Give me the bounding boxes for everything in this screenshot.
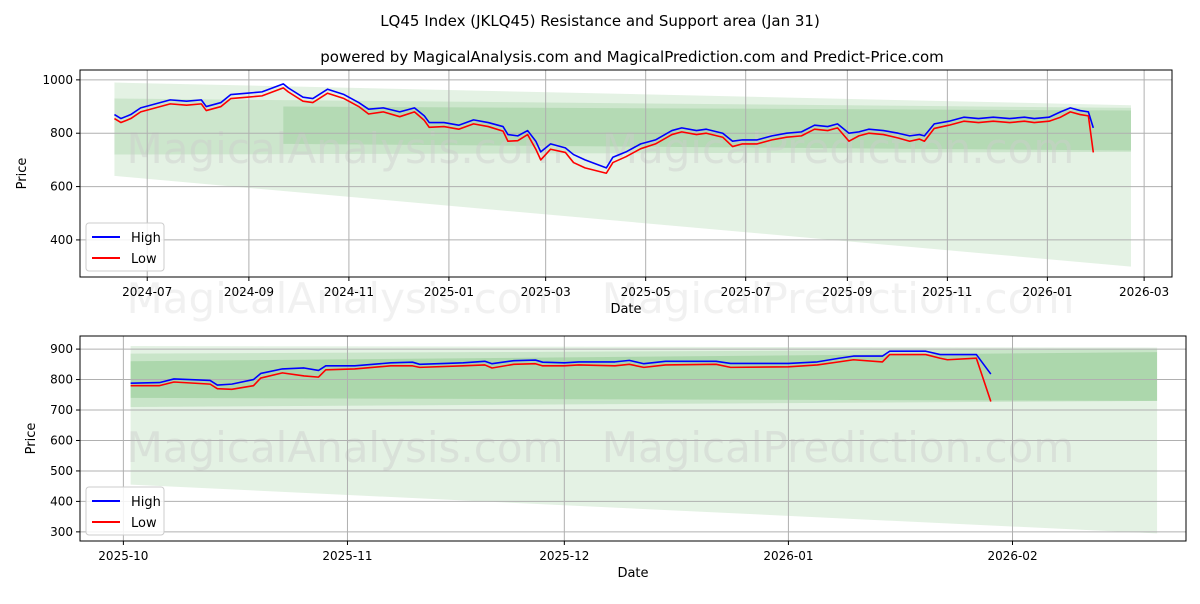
legend-label-low: Low bbox=[131, 516, 157, 531]
legend-label-high: High bbox=[131, 495, 161, 510]
series-line-high bbox=[130, 350, 992, 386]
x-tick-label: 2026-01 bbox=[763, 549, 813, 563]
series-line-high bbox=[114, 83, 1095, 169]
support-resistance-band bbox=[114, 98, 1132, 155]
series-line-low bbox=[114, 87, 1095, 175]
y-tick-label: 800 bbox=[50, 373, 73, 387]
y-tick-label: 1000 bbox=[42, 73, 73, 87]
x-axis-label: Date bbox=[617, 566, 648, 581]
y-tick-label: 500 bbox=[50, 464, 73, 478]
legend: High Low bbox=[85, 222, 165, 272]
watermark: MagicalPrediction.com bbox=[602, 124, 1075, 173]
y-tick-label: 400 bbox=[50, 494, 73, 508]
x-tick-label: 2024-07 bbox=[122, 285, 172, 299]
y-tick-label: 600 bbox=[50, 433, 73, 447]
y-tick-label: 800 bbox=[50, 126, 73, 140]
support-resistance-band bbox=[130, 352, 1158, 401]
x-axis-label: Date bbox=[610, 302, 641, 317]
x-tick-label: 2026-02 bbox=[987, 549, 1037, 563]
series-line-low bbox=[130, 353, 992, 402]
x-tick-label: 2025-01 bbox=[424, 285, 474, 299]
chart-subtitle: powered by MagicalAnalysis.com and Magic… bbox=[320, 48, 944, 66]
legend-label-low: Low bbox=[131, 252, 157, 267]
y-axis-label: Price bbox=[15, 158, 30, 190]
x-tick-label: 2024-11 bbox=[324, 285, 374, 299]
support-resistance-band bbox=[130, 346, 1158, 534]
legend-label-high: High bbox=[131, 231, 161, 246]
bottom-chart: MagicalAnalysis.com MagicalPrediction.com… bbox=[24, 335, 1187, 581]
top-chart: MagicalAnalysis.com MagicalPrediction.com… bbox=[15, 69, 1173, 323]
watermark: MagicalAnalysis.com bbox=[127, 274, 564, 323]
y-tick-label: 900 bbox=[50, 342, 73, 356]
x-tick-label: 2025-03 bbox=[521, 285, 571, 299]
x-tick-label: 2026-01 bbox=[1022, 285, 1072, 299]
axes-frame bbox=[79, 69, 1173, 278]
x-tick-label: 2025-12 bbox=[539, 549, 589, 563]
x-tick-label: 2024-09 bbox=[224, 285, 274, 299]
y-axis-label: Price bbox=[24, 423, 39, 455]
x-tick-label: 2026-03 bbox=[1119, 285, 1169, 299]
y-tick-label: 400 bbox=[50, 233, 73, 247]
y-tick-label: 300 bbox=[50, 525, 73, 539]
x-tick-label: 2025-11 bbox=[922, 285, 972, 299]
watermark: MagicalAnalysis.com bbox=[127, 124, 564, 173]
watermark: MagicalPrediction.com bbox=[602, 423, 1075, 472]
support-resistance-band bbox=[114, 82, 1132, 267]
axes-frame bbox=[79, 335, 1187, 542]
x-tick-label: 2025-05 bbox=[621, 285, 671, 299]
x-tick-label: 2025-10 bbox=[98, 549, 148, 563]
x-tick-label: 2025-11 bbox=[322, 549, 372, 563]
y-tick-label: 600 bbox=[50, 180, 73, 194]
x-tick-label: 2025-09 bbox=[822, 285, 872, 299]
y-tick-label: 700 bbox=[50, 403, 73, 417]
legend: High Low bbox=[85, 486, 165, 536]
watermark: MagicalPrediction.com bbox=[602, 274, 1075, 323]
chart-title: LQ45 Index (JKLQ45) Resistance and Suppo… bbox=[380, 12, 820, 30]
watermark: MagicalAnalysis.com bbox=[127, 423, 564, 472]
x-tick-label: 2025-07 bbox=[721, 285, 771, 299]
